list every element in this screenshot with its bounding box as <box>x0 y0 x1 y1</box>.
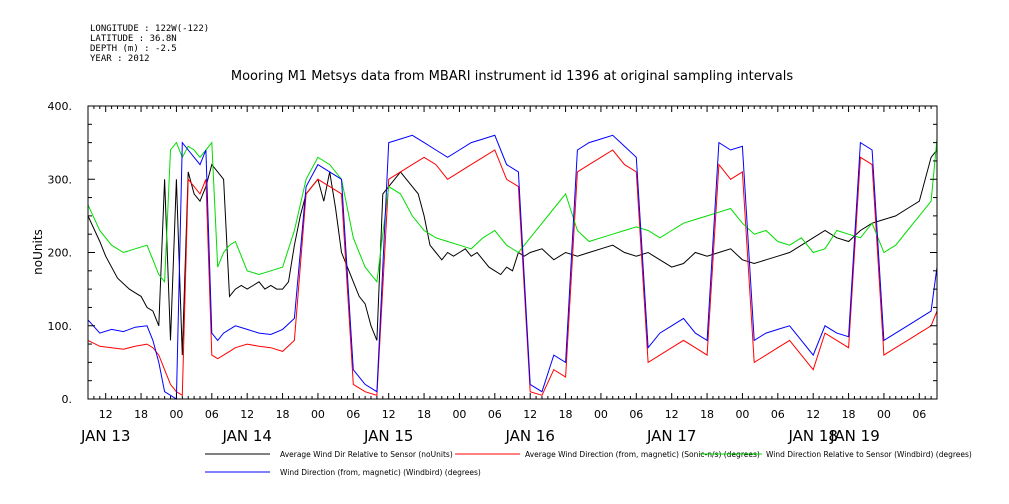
longitude-text: LONGITUDE : 122W(-122) <box>90 24 209 34</box>
x-tick-label: 18 <box>559 408 573 421</box>
x-day-label: JAN 16 <box>504 427 555 445</box>
x-day-label: JAN 17 <box>646 427 697 445</box>
x-tick-label: 00 <box>169 408 183 421</box>
chart-title: Mooring M1 Metsys data from MBARI instru… <box>231 69 793 84</box>
x-day-label: JAN 18 <box>787 427 838 445</box>
x-tick-label: 12 <box>665 408 679 421</box>
x-tick-label: 00 <box>594 408 608 421</box>
latitude-text: LATITUDE : 36.8N <box>90 34 177 44</box>
x-tick-label: 00 <box>311 408 325 421</box>
y-tick-label: 200. <box>48 247 73 260</box>
x-tick-label: 18 <box>700 408 714 421</box>
x-day-label: JAN 19 <box>829 427 880 445</box>
y-axis: 0. 100. 200. 300. 400. <box>48 100 937 406</box>
y-tick-label: 0. <box>62 393 73 406</box>
y-tick-label: 300. <box>48 173 73 186</box>
x-tick-label: 06 <box>346 408 360 421</box>
legend-label: Average Wind Dir Relative to Sensor (noU… <box>280 450 453 459</box>
metadata-block: LONGITUDE : 122W(-122) LATITUDE : 36.8N … <box>90 24 209 64</box>
year-text: YEAR : 2012 <box>90 54 150 64</box>
legend-label: Wind Direction (from, magnetic) (Windbir… <box>280 468 481 477</box>
series-layer <box>87 134 938 400</box>
x-tick-label: 18 <box>276 408 290 421</box>
y-tick-label: 400. <box>48 100 73 113</box>
x-day-label: JAN 15 <box>363 427 414 445</box>
x-tick-label: 06 <box>488 408 502 421</box>
x-tick-label: 06 <box>912 408 926 421</box>
depth-text: DEPTH (m) : -2.5 <box>90 44 177 54</box>
x-tick-label: 12 <box>523 408 537 421</box>
legend: Average Wind Dir Relative to Sensor (noU… <box>205 450 972 477</box>
x-tick-label: 12 <box>806 408 820 421</box>
legend-label: Average Wind Direction (from, magnetic) … <box>525 450 760 459</box>
x-tick-label: 18 <box>134 408 148 421</box>
series-line-4 <box>87 134 938 400</box>
x-tick-label: 12 <box>240 408 254 421</box>
series-line-2 <box>87 149 938 397</box>
x-day-label: JAN 13 <box>80 427 131 445</box>
x-tick-label: 00 <box>452 408 466 421</box>
plot-frame <box>87 105 938 400</box>
x-tick-label: 18 <box>842 408 856 421</box>
legend-label: Wind Direction Relative to Sensor (Windb… <box>766 450 972 459</box>
series-line-1 <box>87 149 938 356</box>
y-tick-label: 100. <box>48 320 73 333</box>
x-axis: 12 18 00 06 12 18 00 06 12 18 00 06 12 18 00 06 12 18 00 06… <box>80 106 938 445</box>
y-axis-label: noUnits <box>31 229 45 275</box>
x-tick-label: 00 <box>735 408 749 421</box>
x-tick-label: 12 <box>99 408 113 421</box>
x-tick-label: 06 <box>205 408 219 421</box>
x-tick-label: 12 <box>382 408 396 421</box>
x-tick-label: 00 <box>877 408 891 421</box>
x-tick-label: 06 <box>629 408 643 421</box>
x-tick-label: 18 <box>417 408 431 421</box>
x-tick-label: 06 <box>771 408 785 421</box>
x-day-label: JAN 14 <box>221 427 272 445</box>
series-line-3 <box>87 138 938 284</box>
